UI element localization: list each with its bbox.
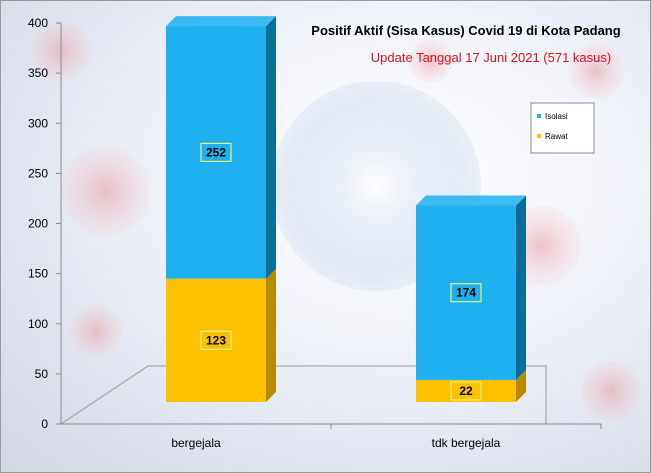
bar-side-isolasi: [266, 16, 276, 279]
virus-illustration: [409, 39, 453, 83]
x-tick-label: tdk bergejala: [432, 436, 501, 450]
y-tick-label: 350: [28, 66, 48, 80]
y-tick-label: 50: [35, 367, 49, 381]
data-label-box: [450, 283, 482, 303]
bar-segment-rawat: [416, 379, 516, 402]
bar-side-rawat: [266, 268, 276, 402]
legend-box: [530, 102, 595, 154]
bar-top-isolasi: [416, 195, 526, 206]
legend-swatch-rawat: [537, 134, 541, 138]
data-label-box: [450, 381, 482, 401]
chart-subtitle: Update Tanggal 17 Juni 2021 (571 kasus): [371, 50, 611, 65]
virus-illustration: [61, 146, 151, 236]
bar-segment-isolasi: [416, 205, 516, 380]
y-tick-label: 200: [28, 217, 48, 231]
legend-label-rawat: Rawat: [545, 132, 568, 141]
legend-swatch-isolasi: [537, 114, 541, 118]
x-tick-label: bergejala: [171, 436, 221, 450]
bar-segment-isolasi: [166, 26, 266, 279]
data-label-rawat: 22: [459, 384, 473, 398]
y-tick-label: 250: [28, 166, 48, 180]
y-tick-label: 300: [28, 116, 48, 130]
virus-illustration: [70, 305, 122, 357]
chart-title: Positif Aktif (Sisa Kasus) Covid 19 di K…: [311, 23, 620, 38]
y-tick-label: 0: [41, 417, 48, 431]
virus-illustration: [568, 43, 624, 99]
data-label-isolasi: 252: [206, 145, 226, 159]
data-label-box: [200, 142, 232, 162]
y-tick-label: 150: [28, 267, 48, 281]
bar-side-isolasi: [516, 195, 526, 380]
bar-segment-rawat: [166, 278, 266, 402]
bar-top-isolasi: [166, 16, 276, 27]
y-tick-label: 400: [28, 16, 48, 30]
data-label-box: [200, 330, 232, 350]
data-label-isolasi: 174: [456, 286, 476, 300]
bar-side-rawat: [516, 369, 526, 402]
virus-background-art: [31, 21, 641, 421]
legend-label-isolasi: Isolasi: [545, 112, 568, 121]
virus-illustration: [581, 361, 641, 421]
legend: Isolasi Rawat: [530, 102, 595, 154]
y-tick-label: 100: [28, 317, 48, 331]
data-label-rawat: 123: [206, 333, 226, 347]
